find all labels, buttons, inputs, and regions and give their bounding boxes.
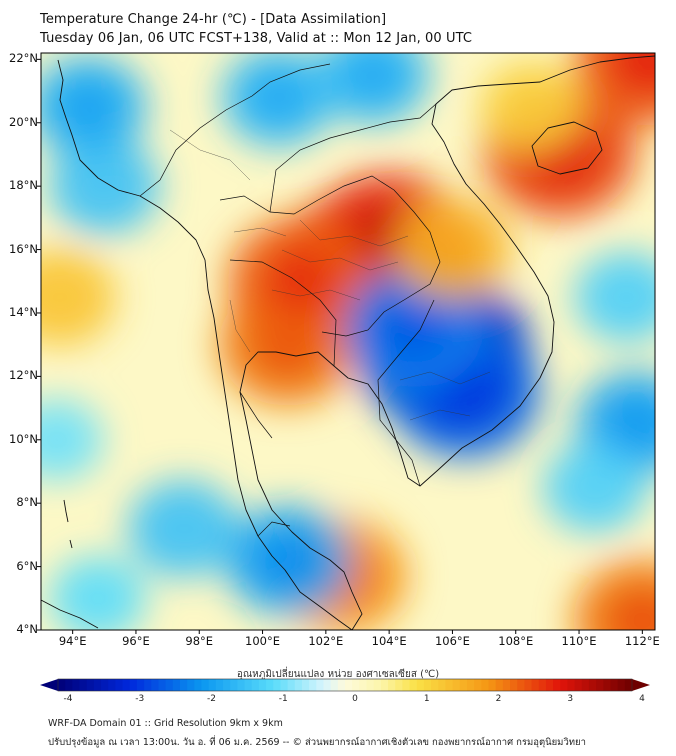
longitude-label: 96°E bbox=[122, 634, 150, 648]
longitude-label: 94°E bbox=[58, 634, 87, 648]
colorbar-title: อุณหภูมิเปลี่ยนแปลง หน่วย องศาเซลเซียส (… bbox=[236, 669, 440, 680]
anomaly-blob bbox=[479, 61, 584, 153]
latitude-label: 8°N bbox=[16, 495, 38, 510]
province-lines bbox=[169, 129, 491, 421]
anomaly-core bbox=[262, 247, 339, 315]
colorbar-tick-label: -1 bbox=[278, 694, 288, 704]
temperature-change-map bbox=[37, 52, 656, 634]
latitude-label: 4°N bbox=[16, 622, 38, 636]
latitude-label: 22°N bbox=[9, 51, 38, 66]
latitude-label: 18°N bbox=[9, 178, 38, 193]
longitude-label: 108°E bbox=[498, 634, 534, 648]
longitude-label: 112°E bbox=[624, 634, 660, 648]
anomaly-blob bbox=[41, 248, 116, 346]
longitude-label: 102°E bbox=[308, 634, 344, 648]
anomaly-core bbox=[255, 532, 320, 589]
map-subtitle: Tuesday 06 Jan, 06 UTC FCST+138, Valid a… bbox=[40, 31, 473, 46]
colorbar-tick-label: 3 bbox=[567, 694, 574, 704]
anomaly-core bbox=[606, 588, 655, 630]
colorbar-tick-label: -3 bbox=[135, 694, 145, 704]
longitude-label: 104°E bbox=[371, 634, 407, 648]
anomaly-blob bbox=[128, 480, 239, 577]
anomaly-blob bbox=[574, 251, 655, 343]
anomaly-blob bbox=[543, 442, 647, 533]
footer-model-info: WRF-DA Domain 01 :: Grid Resolution 9km … bbox=[48, 718, 283, 729]
country-borders bbox=[139, 63, 441, 537]
footer-credit: ปรับปรุงข้อมูล ณ เวลา 13:00น. วัน อ. ที่… bbox=[48, 737, 586, 748]
anomaly-core bbox=[609, 53, 655, 94]
longitude-label: 98°E bbox=[185, 634, 214, 648]
latitude-label: 10°N bbox=[9, 431, 38, 446]
anomaly-blob bbox=[49, 556, 146, 630]
latitude-label: 16°N bbox=[9, 241, 38, 256]
anomaly-core bbox=[344, 53, 403, 101]
colorbar-tick-label: 0 bbox=[352, 694, 358, 704]
colorbar-tick-label: -4 bbox=[63, 694, 73, 704]
anomaly-core bbox=[605, 396, 655, 452]
anomaly-core bbox=[378, 297, 451, 361]
latitude-label: 6°N bbox=[16, 558, 38, 573]
latitude-label: 12°N bbox=[9, 368, 38, 383]
map-frame bbox=[40, 52, 656, 631]
colorbar-tick-label: 2 bbox=[495, 694, 502, 704]
map-title: Temperature Change 24-hr (℃) - [Data Ass… bbox=[40, 12, 387, 27]
latitude-label: 14°N bbox=[9, 304, 38, 319]
longitude-label: 110°E bbox=[561, 634, 597, 648]
axis-ticks bbox=[37, 58, 643, 634]
anomaly-core bbox=[249, 71, 308, 123]
latitude-label: 20°N bbox=[9, 114, 38, 129]
anomaly-core bbox=[422, 223, 483, 276]
coastlines bbox=[41, 55, 655, 630]
colorbar-tick-label: 1 bbox=[423, 694, 430, 704]
anomaly-blob bbox=[49, 137, 160, 235]
colorbar-tick-label: -2 bbox=[207, 694, 216, 704]
anomaly-blob bbox=[41, 399, 104, 481]
longitude-label: 100°E bbox=[245, 634, 281, 648]
longitude-label: 106°E bbox=[434, 634, 470, 648]
colorbar-tick-label: 4 bbox=[639, 694, 645, 704]
anomaly-core bbox=[58, 80, 119, 134]
